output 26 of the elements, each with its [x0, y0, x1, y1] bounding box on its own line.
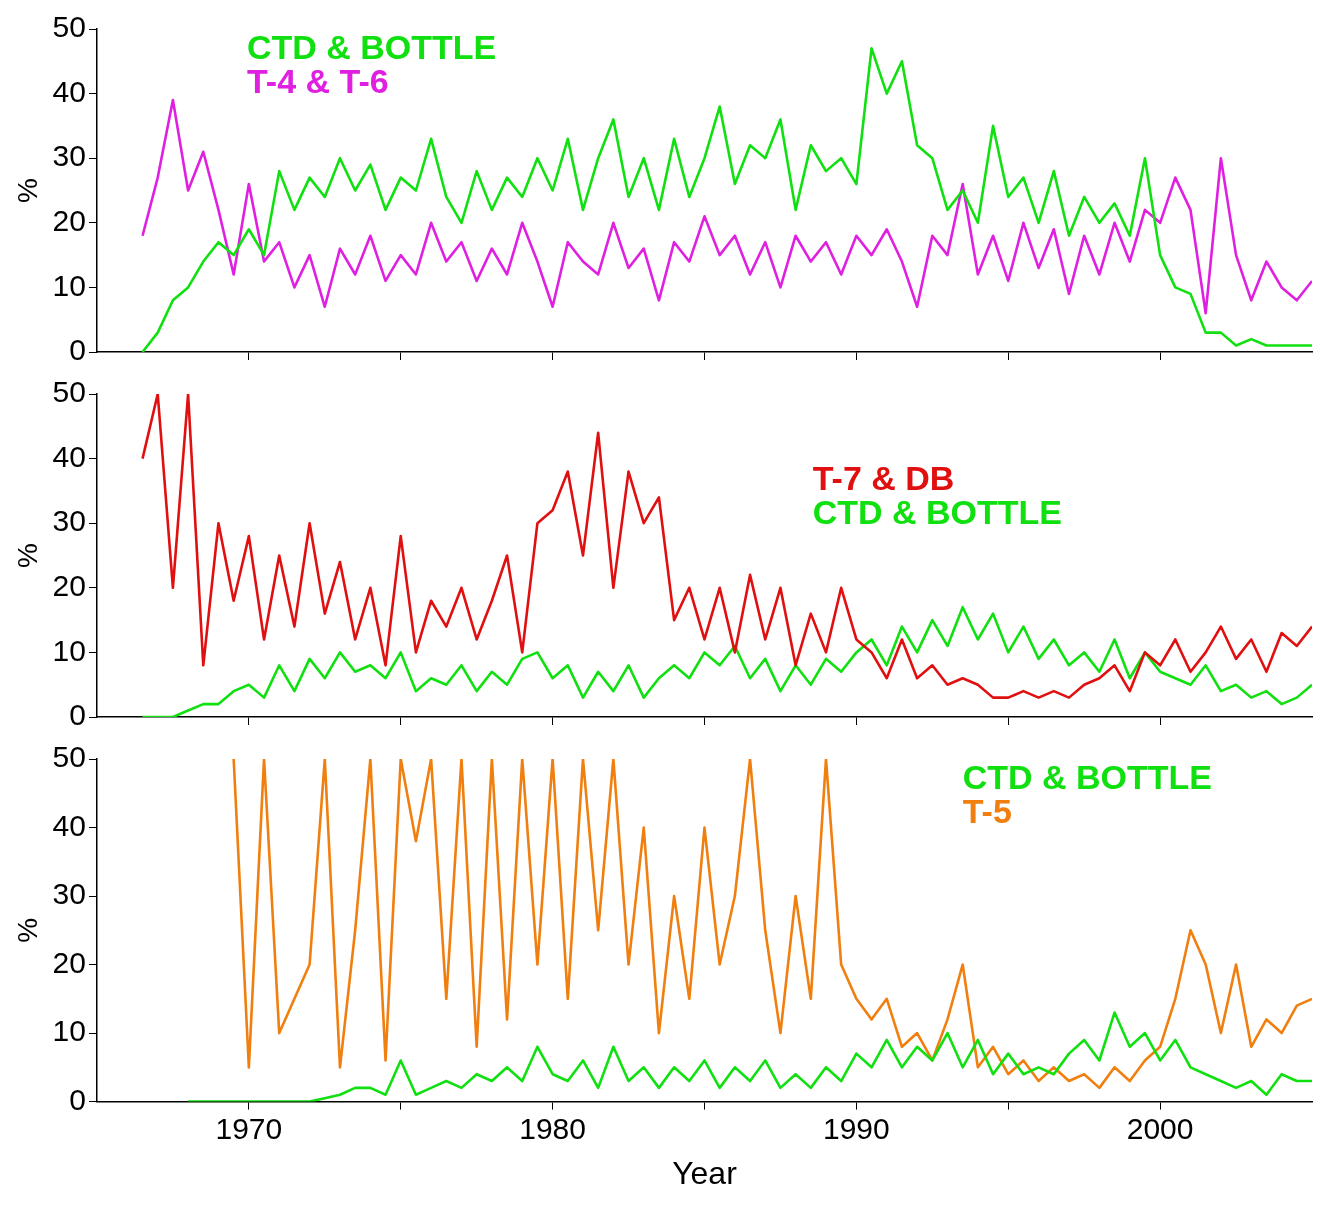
y-tick-label: 30	[52, 139, 86, 173]
y-tick-label: 30	[52, 504, 86, 538]
x-tick-label: 1980	[519, 1111, 586, 1145]
y-tick-label: 50	[52, 740, 86, 774]
y-tick-label: 0	[69, 698, 86, 732]
y-tick-label: 40	[52, 74, 86, 108]
y-tick-label: 0	[69, 1082, 86, 1116]
y-tick-label: 0	[69, 333, 86, 367]
y-tick-label: 20	[52, 945, 86, 979]
y-tick-label: 30	[52, 877, 86, 911]
x-tick-label: 1990	[822, 1111, 890, 1145]
y-tick-label: 10	[52, 1014, 86, 1048]
y-tick-label: 40	[52, 808, 86, 842]
y-tick-label: 20	[52, 569, 86, 603]
x-tick-label: 1970	[215, 1111, 283, 1145]
y-axis-title: %	[11, 917, 43, 943]
y-tick-label: 40	[52, 439, 86, 473]
y-axis-title: %	[11, 178, 43, 203]
y-tick-label: 20	[52, 204, 86, 238]
y-tick-label: 50	[52, 10, 86, 44]
y-tick-label: 10	[52, 633, 86, 667]
y-tick-label: 50	[52, 375, 86, 409]
x-tick-label: 2000	[1126, 1111, 1194, 1145]
x-axis-title: Year	[672, 1154, 738, 1191]
y-tick-label: 10	[52, 268, 86, 302]
y-axis-title: %	[11, 543, 43, 568]
